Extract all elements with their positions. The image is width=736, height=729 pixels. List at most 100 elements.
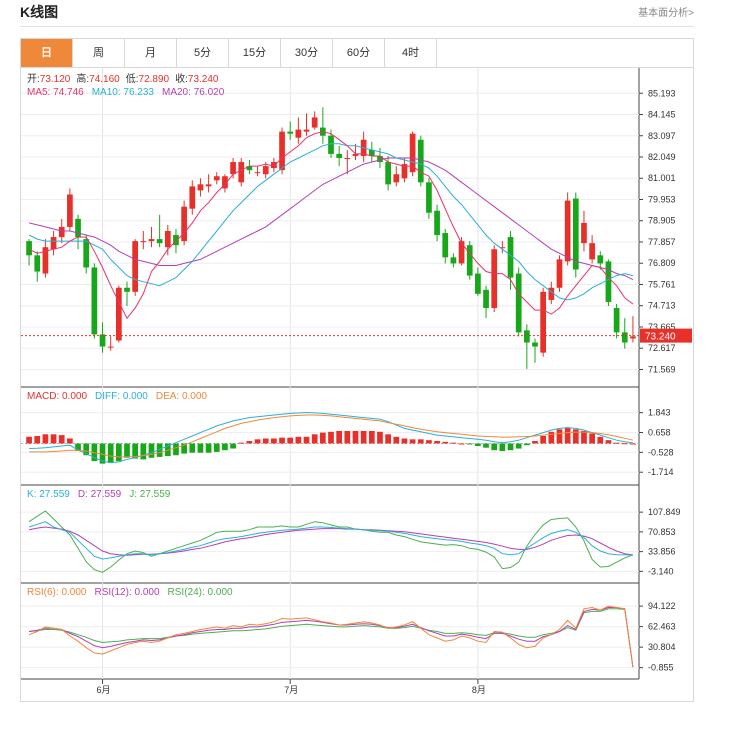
- macd-bar: [279, 437, 285, 444]
- tab-2[interactable]: 月: [125, 39, 177, 67]
- rsi12-line: [29, 607, 634, 668]
- axis-tick-label: 71.569: [648, 364, 676, 374]
- legend-item: MA20:: [162, 87, 194, 98]
- legend-item: MACD:: [27, 391, 62, 402]
- macd-bar: [613, 442, 620, 444]
- axis-tick-label: 76.809: [648, 258, 676, 268]
- candle-body: [483, 289, 489, 309]
- page-header: K线图 基本面分析>: [20, 0, 694, 27]
- ma20-line: [28, 157, 634, 281]
- candle-body: [630, 336, 636, 339]
- macd-bar: [572, 429, 579, 444]
- candle-body: [368, 149, 375, 156]
- candle-body: [238, 162, 245, 183]
- axis-tick-label: 70.853: [648, 527, 676, 537]
- candle-body: [385, 162, 391, 185]
- macd-bar: [597, 436, 604, 444]
- candle-body: [115, 287, 122, 341]
- tab-6[interactable]: 60分: [333, 39, 385, 67]
- legend-item: 27.559: [140, 489, 171, 500]
- tab-0[interactable]: 日: [21, 39, 73, 67]
- candle-body: [417, 139, 424, 183]
- macd-bar: [483, 443, 489, 448]
- axis-tick-label: 79.953: [648, 194, 676, 204]
- macd-bar: [83, 443, 90, 456]
- macd-bar: [426, 440, 432, 444]
- macd-bar: [581, 430, 587, 444]
- macd-bar: [605, 440, 612, 444]
- legend-item: MA5:: [27, 87, 53, 98]
- tab-1[interactable]: 周: [73, 39, 125, 67]
- axis-tick-label: 85.193: [648, 88, 676, 98]
- candle-body: [401, 164, 408, 179]
- legend-item: 76.233: [123, 87, 154, 98]
- kdj-d-line: [29, 526, 633, 556]
- legend-item: 0.000: [61, 587, 86, 598]
- candle-body: [499, 247, 506, 249]
- macd-bar: [556, 429, 563, 444]
- macd-bar: [564, 427, 571, 444]
- candle-body: [409, 133, 416, 173]
- candle-body: [507, 237, 514, 278]
- tab-3[interactable]: 5分: [177, 39, 229, 67]
- page-title: K线图: [20, 4, 59, 20]
- kline-chart[interactable]: 6月 7月 8月 85.193 84.145 83.097 82.049 81.001 79.9…: [21, 39, 693, 701]
- macd-bar: [401, 438, 408, 444]
- candle-body: [572, 198, 579, 270]
- macd-bar: [132, 443, 139, 459]
- axis-tick-label: 1.843: [648, 408, 671, 418]
- macd-bar: [466, 443, 473, 445]
- axis-tick-label: 81.001: [648, 173, 676, 183]
- macd-bar: [67, 438, 73, 444]
- legend-item: RSI(24):: [168, 587, 208, 598]
- candle-body: [515, 273, 522, 333]
- macd-bar: [442, 441, 449, 444]
- axis-tick-label: 94.122: [648, 601, 676, 611]
- legend-row: 开:73.120 高:74.160 低:72.890 收:73.240: [27, 72, 219, 85]
- chart-panel: 6月 7月 8月 85.193 84.145 83.097 82.049 81.001 79.9…: [20, 38, 694, 702]
- axis-tick-label: 75.761: [648, 279, 676, 289]
- macd-bar: [450, 442, 457, 444]
- candle-body: [271, 162, 277, 169]
- candle-body: [83, 239, 90, 268]
- macd-bar: [197, 443, 204, 453]
- macd-bar: [434, 441, 440, 444]
- candle-body: [91, 267, 98, 335]
- macd-bar: [213, 443, 220, 452]
- candle-body: [352, 153, 359, 156]
- legend-item: 收:: [175, 72, 188, 85]
- candle-body: [67, 194, 73, 227]
- macd-bar: [360, 430, 367, 444]
- macd-bar: [540, 435, 547, 444]
- tab-5[interactable]: 30分: [281, 39, 333, 67]
- candle-body: [605, 261, 612, 302]
- candle-body: [491, 249, 498, 309]
- macd-bar: [238, 442, 245, 444]
- legend-item: 0.000: [62, 391, 87, 402]
- candle-body: [434, 210, 440, 236]
- candle-body: [311, 117, 318, 128]
- macd-bar: [523, 443, 530, 446]
- candle-body: [262, 166, 269, 175]
- macd-bar: [548, 431, 555, 444]
- macd-bar: [589, 433, 595, 444]
- macd-bar: [42, 434, 49, 444]
- tab-4[interactable]: 15分: [229, 39, 281, 67]
- fundamental-analysis-link[interactable]: 基本面分析>: [638, 8, 694, 19]
- legend-item: 76.020: [194, 87, 225, 98]
- candle-body: [523, 330, 530, 343]
- macd-bar: [107, 443, 114, 463]
- candle-body: [164, 230, 171, 248]
- macd-bar: [173, 443, 179, 456]
- ma10-line: [28, 143, 634, 301]
- axis-tick-label: 0.658: [648, 427, 671, 437]
- macd-bar: [34, 435, 41, 444]
- macd-bar: [295, 436, 302, 444]
- axis-tick-label: 84.145: [648, 110, 676, 120]
- macd-bar: [140, 443, 147, 460]
- period-tabs: 日周月 5分 15分 30分 60分 4时: [21, 39, 693, 68]
- macd-bar: [385, 434, 391, 444]
- macd-bar: [58, 435, 65, 444]
- axis-tick-label: 33.856: [648, 547, 676, 557]
- tab-7[interactable]: 4时: [385, 39, 437, 67]
